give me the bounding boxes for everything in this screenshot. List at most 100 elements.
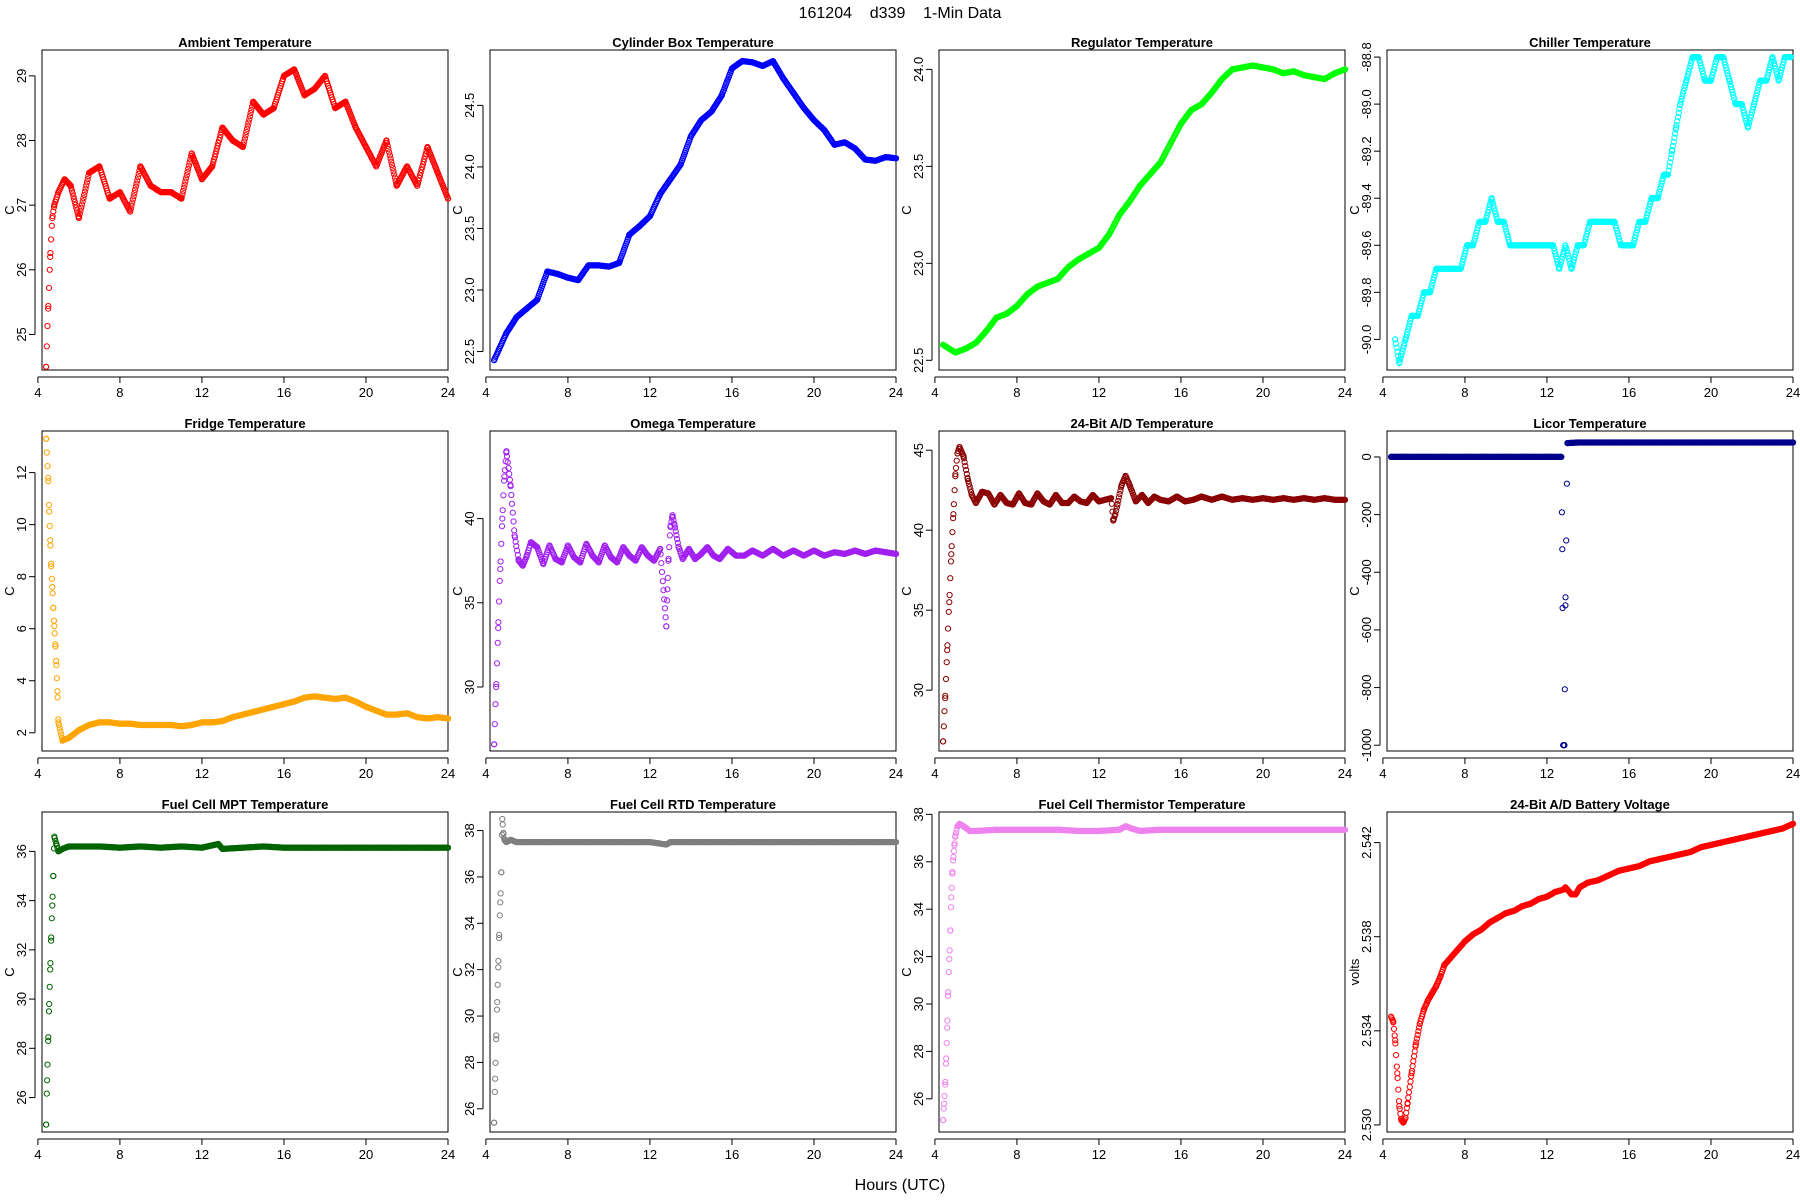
x-tick-label: 4 [1379,385,1386,400]
data-point [342,98,349,105]
data-point [80,195,87,202]
data-point [48,222,55,229]
y-tick-label: 35 [462,596,477,610]
y-tick-label: 24.0 [911,57,926,82]
y-tick-label: 2 [14,729,29,736]
data-point [127,208,134,215]
data-point [131,190,138,197]
data-point [43,343,50,350]
data-point [595,262,602,269]
data-point [241,135,248,142]
data-point [421,153,429,160]
data-point [676,162,684,169]
data-point [71,196,78,203]
data-point [387,155,394,162]
data-point [43,363,50,370]
plot-frame [489,49,897,371]
data-point [219,124,226,131]
data-point [130,193,137,200]
data-point [132,183,139,190]
x-tick-label: 4 [34,766,41,781]
data-point [67,182,74,189]
data-point [245,119,252,126]
data-point [132,186,139,193]
data-point [718,92,725,99]
y-tick-label: -800 [1359,675,1374,701]
y-tick-label: -89.4 [1359,183,1374,213]
y-tick-label: 6 [14,625,29,632]
data-point [332,105,339,112]
data-point [667,176,674,183]
data-point [391,174,398,181]
data-point [180,187,187,195]
data-point [61,176,68,183]
x-tick-label: 24 [889,766,903,781]
data-point [69,190,76,197]
data-point [44,322,51,330]
data-point [216,137,223,144]
data-point [708,108,715,115]
y-tick-label: 25 [14,327,29,341]
data-point [419,164,426,171]
data-point [728,65,736,72]
x-tick-label: 16 [1174,766,1188,781]
data-point [77,207,84,214]
data-point [181,181,188,188]
data-point [178,195,185,202]
x-tick-label: 12 [1092,385,1106,400]
data-point [677,161,684,168]
data-point [128,202,135,209]
x-tick-label: 8 [1013,385,1020,400]
data-point [76,210,83,218]
data-point [434,169,441,176]
data-point [291,66,298,73]
y-axis-label: C [450,205,465,214]
x-tick-label: 8 [564,766,571,781]
y-tick-label: 22.5 [462,339,477,364]
data-point [216,134,223,141]
data-point [810,117,818,124]
data-point [780,75,787,82]
data-point [769,58,777,65]
figure-title: 161204 d339 1-Min Data [799,5,1002,22]
chart-title: 24-Bit A/D Temperature [1070,416,1213,431]
data-point [385,146,392,153]
y-axis-label: C [450,586,465,595]
x-tick-label: 4 [931,385,938,400]
y-tick-label: -1000 [1359,729,1374,762]
data-point [872,157,879,164]
x-tick-label: 12 [195,766,209,781]
data-point [184,168,191,176]
y-tick-label: -400 [1359,559,1374,585]
data-point [250,98,257,105]
data-point [383,137,390,144]
data-point [45,305,52,312]
data-point [301,92,308,99]
data-point [51,202,58,209]
y-axis-label: C [899,586,914,595]
x-tick-label: 12 [643,385,657,400]
x-tick-label: 12 [1540,766,1554,781]
y-tick-label: 12 [14,465,29,479]
x-tick-label: 20 [359,385,373,400]
x-tick-label: 8 [116,385,123,400]
data-point [321,72,329,80]
x-tick-label: 4 [34,385,41,400]
data-point [47,253,54,260]
data-point [71,198,78,205]
x-tick-label: 8 [564,385,571,400]
data-point [81,191,88,199]
data-point [790,90,797,97]
y-axis-label: C [899,205,914,214]
data-point [182,175,190,182]
data-point [421,155,428,163]
x-tick-label: 12 [643,766,657,781]
x-tick-label: 24 [1786,385,1800,400]
data-point [116,189,124,196]
x-tick-label: 16 [725,385,739,400]
y-tick-label: 40 [462,511,477,525]
data-point [81,188,89,195]
